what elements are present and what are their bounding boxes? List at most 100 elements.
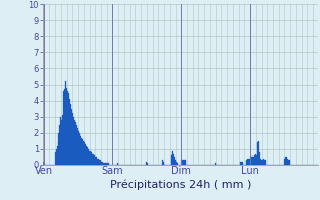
Bar [185,160,186,165]
Bar [105,163,106,165]
Bar [43,162,44,165]
Bar [174,157,175,165]
Bar [102,162,103,165]
Bar [258,141,259,165]
Bar [253,157,254,165]
Bar [261,160,262,165]
Bar [252,157,253,165]
Bar [183,160,184,165]
Bar [262,160,263,165]
Bar [94,155,95,165]
Bar [255,154,256,165]
Bar [96,157,97,165]
Bar [84,142,85,165]
Bar [44,163,45,165]
Bar [103,163,104,165]
Bar [97,159,98,165]
Bar [256,155,257,165]
Bar [99,160,100,165]
Bar [55,152,56,165]
Bar [175,160,176,165]
Bar [74,120,75,165]
Bar [78,133,79,165]
Bar [62,115,63,165]
Bar [117,163,118,165]
Bar [76,125,77,165]
Bar [108,163,109,165]
Bar [215,163,216,165]
Bar [172,151,173,165]
Bar [249,159,250,165]
Bar [182,160,183,165]
Bar [67,91,68,165]
Bar [242,162,243,165]
Bar [64,89,65,165]
Bar [250,157,251,165]
Bar [248,159,249,165]
Bar [104,163,105,165]
Bar [72,113,73,165]
Bar [263,159,264,165]
Bar [66,88,67,165]
Bar [106,163,107,165]
Bar [181,160,182,165]
Bar [79,134,80,165]
Bar [83,141,84,165]
Bar [70,104,71,165]
Bar [95,157,96,165]
Bar [69,99,70,165]
Bar [246,160,247,165]
Bar [100,162,101,165]
Bar [264,160,265,165]
Bar [286,157,287,165]
Bar [101,162,102,165]
Bar [184,160,185,165]
Bar [146,162,147,165]
Bar [63,91,64,165]
Bar [85,144,86,165]
Bar [80,136,81,165]
Bar [92,154,93,165]
Bar [259,152,260,165]
Bar [91,152,92,165]
Bar [260,159,261,165]
Bar [77,131,78,165]
Bar [171,155,172,165]
Bar [241,162,242,165]
Bar [173,154,174,165]
Bar [257,142,258,165]
Bar [240,162,241,165]
Bar [87,147,88,165]
Bar [59,133,60,165]
Bar [289,160,290,165]
X-axis label: Précipitations 24h ( mm ): Précipitations 24h ( mm ) [110,179,252,190]
Bar [58,142,59,165]
Bar [56,149,57,165]
Bar [93,154,94,165]
Bar [68,93,69,165]
Bar [98,159,99,165]
Bar [61,120,62,165]
Bar [60,117,61,165]
Bar [81,138,82,165]
Bar [163,162,164,165]
Bar [147,163,148,165]
Bar [89,151,90,165]
Bar [285,157,286,165]
Bar [287,159,288,165]
Bar [75,122,76,165]
Bar [73,117,74,165]
Bar [284,159,285,165]
Bar [86,146,87,165]
Bar [107,163,108,165]
Bar [162,160,163,165]
Bar [65,81,66,165]
Bar [247,159,248,165]
Bar [251,157,252,165]
Bar [288,160,289,165]
Bar [90,151,91,165]
Bar [88,149,89,165]
Bar [176,162,177,165]
Bar [57,146,58,165]
Bar [71,109,72,165]
